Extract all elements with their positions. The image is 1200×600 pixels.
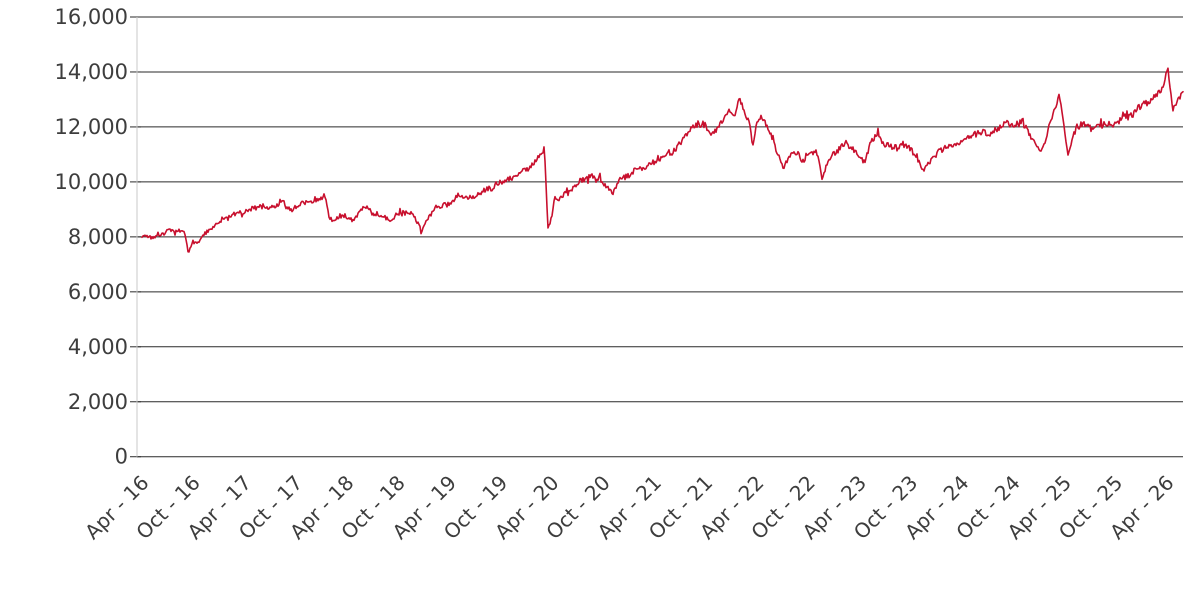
y-tick-label: 4,000 — [68, 335, 128, 359]
y-tick-label: 8,000 — [68, 225, 128, 249]
price-line — [141, 67, 1184, 253]
y-tick-label: 2,000 — [68, 390, 128, 414]
y-tick-label: 12,000 — [55, 115, 128, 139]
y-tick-label: 6,000 — [68, 280, 128, 304]
y-tick-label: 10,000 — [55, 170, 128, 194]
y-tick-label: 16,000 — [55, 5, 128, 29]
y-tick-label: 0 — [115, 445, 128, 469]
y-tick-label: 14,000 — [55, 60, 128, 84]
